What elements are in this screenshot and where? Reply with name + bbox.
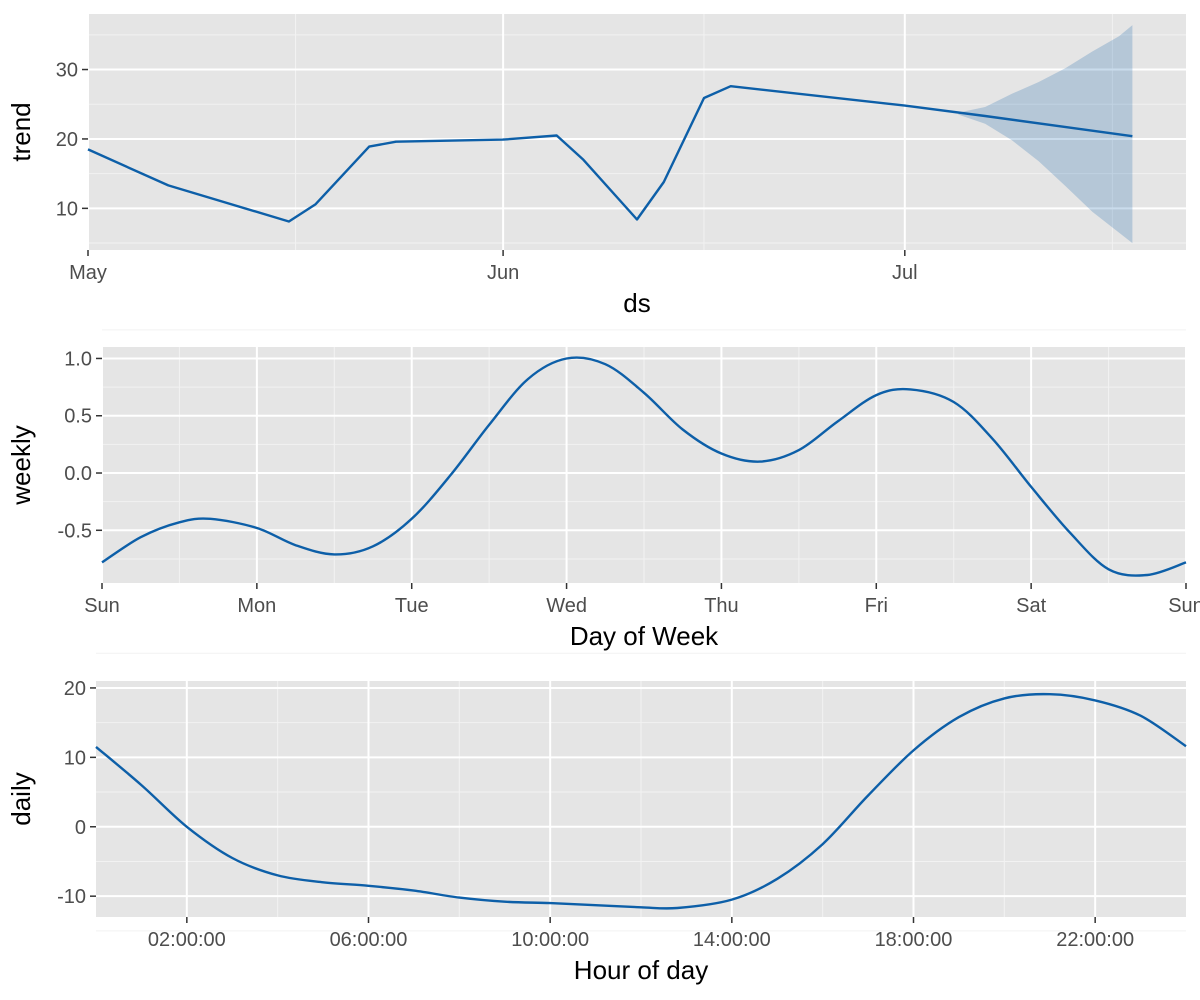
y-tick-label: 0 — [75, 817, 86, 839]
y-axis-title: trend — [6, 102, 36, 161]
x-tick-label: Wed — [546, 595, 587, 617]
y-tick-label: 10 — [64, 747, 86, 769]
x-tick-label: Thu — [704, 595, 738, 617]
series-line-daily — [95, 692, 1187, 910]
x-tick-label: Sun — [84, 595, 120, 617]
y-tick-label: 0.5 — [64, 406, 92, 428]
x-tick-label: 14:00:00 — [693, 929, 771, 951]
y-axis-title: weekly — [6, 425, 36, 505]
y-tick-label: 30 — [56, 60, 78, 82]
y-tick-label: -10 — [57, 886, 86, 908]
series-line-weekly — [101, 356, 1187, 577]
x-tick-label: Tue — [395, 595, 429, 617]
x-tick-label: Jul — [892, 262, 918, 284]
x-tick-label: 10:00:00 — [511, 929, 589, 951]
chart-panel-1: May Jun Jul 10 20 30 ds trend — [6, 14, 1186, 318]
y-tick-label: -0.5 — [58, 520, 92, 542]
x-tick-label: Sat — [1016, 595, 1046, 617]
y-tick-label: 20 — [64, 678, 86, 700]
y-tick-label: 1.0 — [64, 348, 92, 370]
x-tick-label: Jun — [487, 262, 519, 284]
series-line-trend — [87, 85, 1133, 223]
x-tick-label: 02:00:00 — [148, 929, 226, 951]
x-tick-label: 06:00:00 — [330, 929, 408, 951]
x-tick-label: 18:00:00 — [875, 929, 953, 951]
x-tick-label: 22:00:00 — [1056, 929, 1134, 951]
x-axis-title: ds — [623, 288, 650, 318]
y-tick-label: 20 — [56, 129, 78, 151]
x-tick-label: Sun — [1168, 595, 1200, 617]
chart-panel-2: Sun Mon Tue Wed Thu Fri Sat Sun 1.0 0.5 0.0 -0.5 Day… — [6, 329, 1200, 651]
x-axis-title: Hour of day — [574, 955, 708, 985]
x-tick-label: May — [69, 262, 107, 284]
x-axis-title: Day of Week — [570, 621, 719, 651]
x-tick-label: Fri — [865, 595, 888, 617]
chart-panel-3: 02:00:00 06:00:00 10:00:00 14:00:00 18:00:00… — [6, 652, 1187, 985]
y-tick-label: 10 — [56, 198, 78, 220]
uncertainty-band — [958, 25, 1133, 244]
y-tick-label: 0.0 — [64, 463, 92, 485]
plot-background — [88, 14, 1186, 250]
y-axis-title: daily — [6, 772, 36, 825]
x-tick-label: Mon — [237, 595, 276, 617]
